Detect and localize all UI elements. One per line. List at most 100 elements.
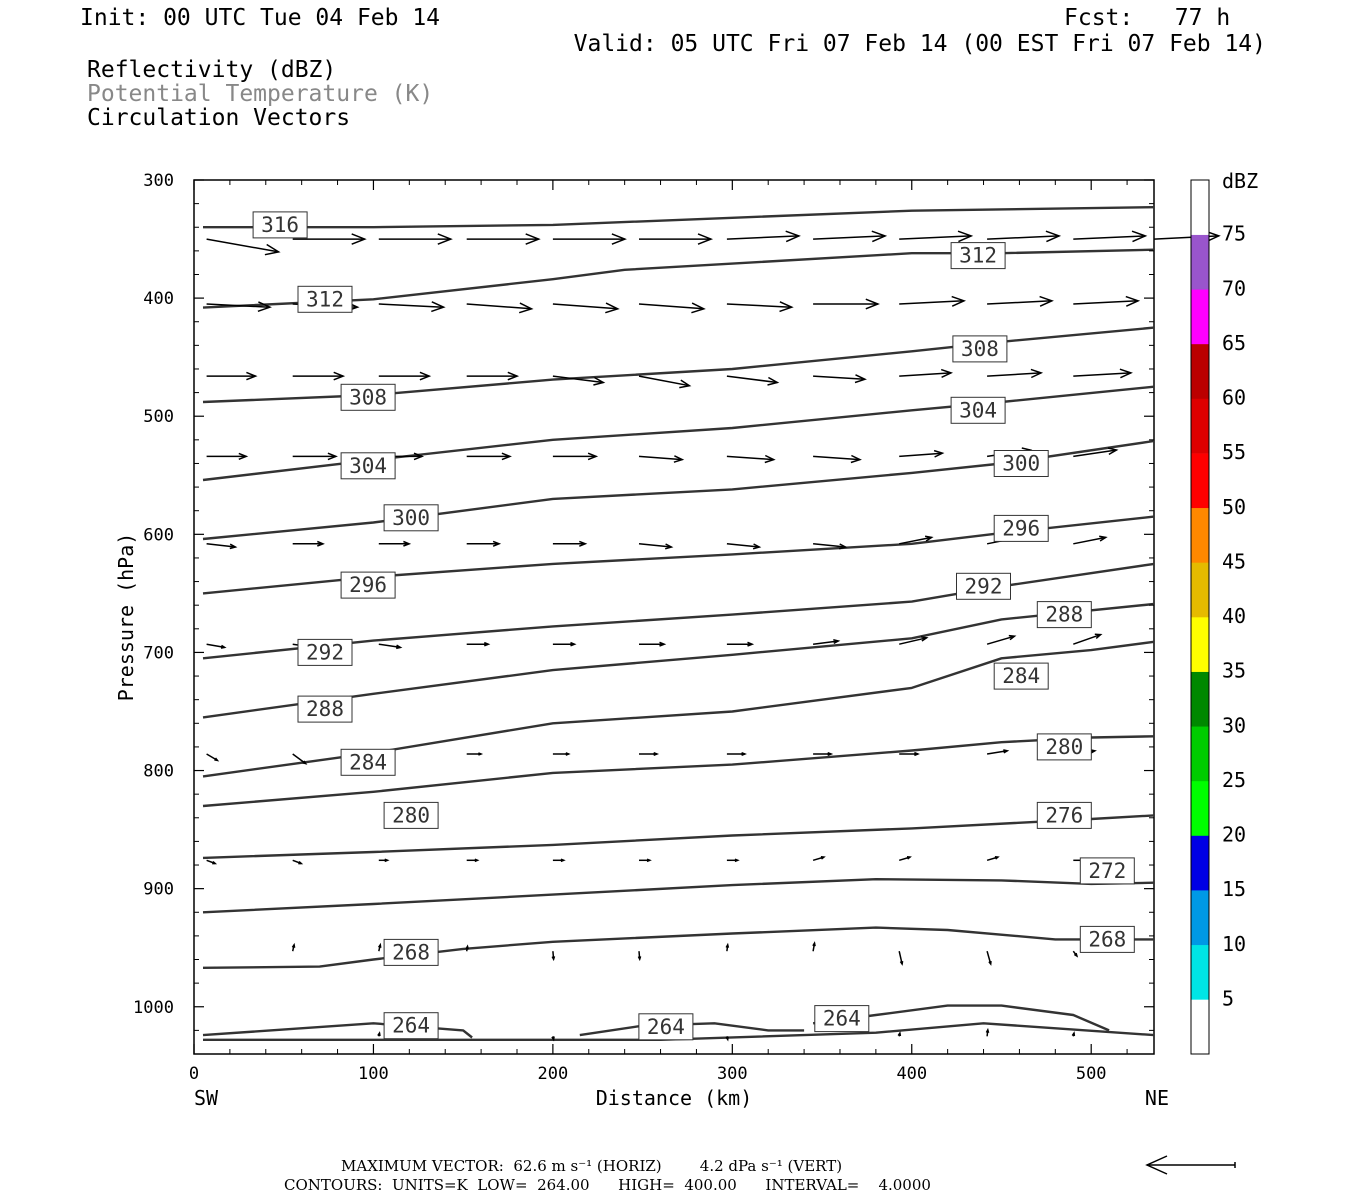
y-axis-title: Pressure (hPa) [114, 533, 138, 702]
colorbar-swatch [1191, 890, 1209, 946]
vector-arrow [552, 302, 620, 314]
vector-arrow [206, 543, 238, 550]
colorbar-level-label: 60 [1222, 386, 1246, 410]
vector-arrow [552, 752, 571, 756]
contour-label: 284 [340, 748, 396, 776]
contour-label: 288 [297, 695, 353, 723]
vector-arrow [291, 942, 296, 952]
contour-label: 264 [814, 1005, 870, 1033]
vector-arrow [1073, 368, 1133, 379]
vector-arrow [637, 951, 642, 962]
colorbar-swatch [1191, 343, 1209, 399]
contour-label: 308 [340, 383, 396, 411]
theta-contour-316-16 [203, 206, 1155, 229]
colorbar-swatch [1191, 835, 1209, 891]
vector-arrow [899, 368, 954, 378]
colorbar-level-label: 5 [1222, 986, 1234, 1010]
vector-arrow [551, 951, 556, 962]
svg-text:288: 288 [1045, 603, 1083, 627]
vector-arrow [206, 859, 218, 865]
colorbar-title: dBZ [1222, 169, 1258, 193]
vector-arrow [466, 452, 512, 461]
svg-text:300: 300 [392, 506, 430, 530]
contour-label: 264 [638, 1013, 694, 1041]
vector-arrow [1073, 447, 1119, 458]
vector-arrow [378, 301, 446, 313]
vector-arrow [726, 230, 801, 243]
colorbar-level-label: 50 [1222, 495, 1246, 519]
vector-arrow [725, 1036, 729, 1042]
contour-label: 288 [1036, 601, 1092, 629]
vector-arrow [292, 540, 325, 547]
vector-arrow [638, 302, 706, 314]
vector-arrow [639, 752, 660, 756]
svg-text:284: 284 [1002, 664, 1040, 688]
svg-text:264: 264 [823, 1007, 861, 1031]
plot-frame [193, 179, 1155, 1055]
init-time-label: Init: 00 UTC Tue 04 Feb 14 [80, 5, 440, 31]
svg-text:304: 304 [959, 398, 997, 422]
contour-label: 292 [297, 638, 353, 666]
svg-text:304: 304 [349, 454, 387, 478]
contour-label: 268 [1079, 925, 1135, 953]
vector-arrow [725, 942, 730, 952]
x-tick-label: 0 [189, 1064, 199, 1084]
colorbar-level-label: 65 [1222, 331, 1246, 355]
vector-arrow [726, 375, 780, 386]
y-tick-label: 900 [143, 880, 174, 900]
y-tick-label: 500 [143, 407, 174, 427]
contour-label: 264 [383, 1012, 439, 1040]
contour-label: 308 [952, 335, 1008, 363]
vector-arrow [897, 1031, 902, 1037]
vector-arrow [639, 233, 714, 245]
field-label-reflectivity: Reflectivity (dBZ) [87, 57, 336, 83]
vector-arrow [726, 454, 776, 464]
svg-text:300: 300 [1002, 452, 1040, 476]
vector-arrow [638, 375, 692, 389]
colorbar-level-label: 45 [1222, 549, 1246, 573]
contour-labels: 316 312 312 308 308 304 304 300 300 296 296 292 292 2… [252, 211, 1135, 1041]
svg-text:312: 312 [959, 244, 997, 268]
svg-text:284: 284 [349, 750, 387, 774]
vector-arrow [466, 752, 484, 756]
max-vector-note: MAXIMUM VECTOR: 62.6 m s⁻¹ (HORIZ) 4.2 d… [341, 1157, 842, 1175]
vector-arrow [1072, 950, 1079, 958]
vector-arrow [466, 858, 480, 863]
vector-arrow [638, 455, 685, 463]
x-end-label-ne: NE [1145, 1086, 1169, 1110]
forecast-hour-label: Fcst: 77 h [1064, 5, 1230, 31]
vector-arrow [813, 751, 834, 757]
field-label-circulation-vectors: Circulation Vectors [87, 105, 350, 131]
vector-arrow [465, 944, 469, 952]
vector-arrow [378, 858, 390, 863]
theta-contour-288-9 [202, 602, 1155, 719]
svg-text:312: 312 [306, 287, 344, 311]
theta-contour-272-5 [202, 878, 1155, 914]
vector-arrow [986, 950, 992, 966]
vector-arrow [1073, 230, 1148, 243]
x-tick-label: 200 [538, 1064, 569, 1084]
y-tick-label: 800 [143, 762, 174, 782]
vector-arrow [552, 233, 627, 245]
vector-arrow [899, 636, 929, 645]
vector-arrow [552, 858, 566, 863]
valid-time-label: Valid: 05 UTC Fri 07 Feb 14 (00 EST Fri … [574, 31, 1266, 57]
svg-text:292: 292 [965, 574, 1003, 598]
vector-arrow [987, 230, 1062, 243]
x-axis-title: Distance (km) [596, 1086, 753, 1110]
vector-arrow [638, 543, 674, 550]
colorbar-swatch [1191, 944, 1209, 1000]
theta-contour-264-3 [203, 1022, 1155, 1042]
colorbar-level-label: 30 [1222, 713, 1246, 737]
vector-arrow [206, 371, 258, 381]
colorbar-level-label: 25 [1222, 768, 1246, 792]
colorbar-swatch [1191, 180, 1209, 235]
svg-text:316: 316 [261, 213, 299, 237]
colorbar-swatch [1191, 234, 1209, 290]
vector-arrow [378, 233, 453, 245]
svg-text:264: 264 [392, 1014, 430, 1038]
vector-arrow [292, 371, 346, 381]
colorbar-level-label: 35 [1222, 659, 1246, 683]
vector-arrow [378, 643, 403, 650]
contour-label: 280 [383, 801, 439, 829]
